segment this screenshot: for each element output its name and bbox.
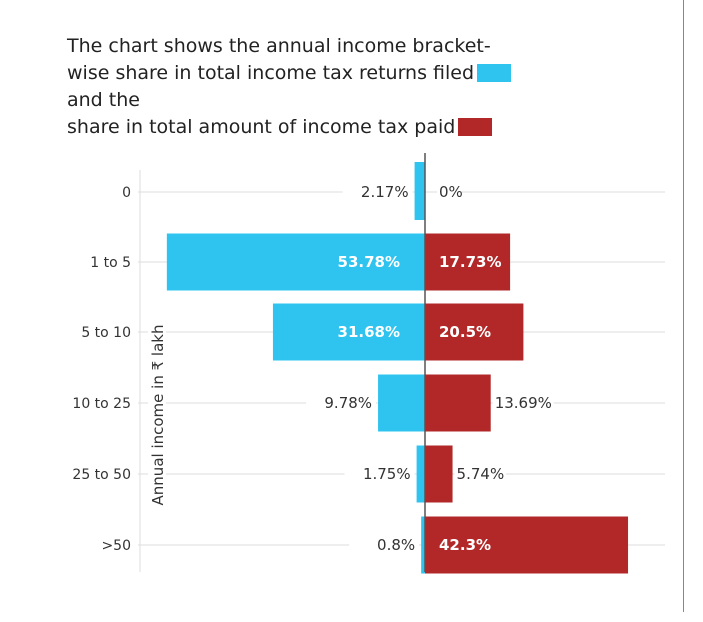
bar-tax-paid [425,445,453,503]
category-label: 1 to 5 [90,255,131,271]
title-line-1: The chart shows the annual income bracke… [67,35,491,57]
bar-returns [272,303,425,361]
bar-tax-paid [425,374,491,432]
legend-swatch-tax-paid [458,118,493,136]
label-bg [437,182,460,202]
category-label: 5 to 10 [81,325,131,341]
bar-tax-paid [425,303,524,361]
data-label-returns: 9.78% [324,394,372,412]
data-label-tax-paid: 20.5% [439,323,491,341]
frame-border [683,0,684,612]
label-bg [454,464,507,484]
data-label-returns: 2.17% [361,183,409,201]
data-label-tax-paid: 17.73% [439,253,501,271]
legend-swatch-returns [477,64,512,82]
data-label-tax-paid: 5.74% [457,465,505,483]
y-axis-title: Annual income in ₹ lakh [149,325,167,506]
bar-returns [378,374,425,432]
bar-tax-paid [425,233,511,291]
label-bg [306,393,377,413]
bar-returns [421,516,425,574]
title-line-2: wise share in total income tax returns f… [67,62,475,84]
data-label-returns: 31.68% [338,323,400,341]
chart-title: The chart shows the annual income bracke… [67,33,547,141]
data-label-returns: 0.8% [377,536,415,554]
data-label-tax-paid: 0% [439,183,463,201]
data-label-tax-paid: 42.3% [439,536,491,554]
label-bg [344,464,415,484]
category-label: >50 [101,538,131,554]
bar-returns [414,162,425,220]
label-bg [349,535,420,555]
bar-returns [416,445,425,503]
ylabel-bg [148,300,166,530]
title-line-2-end: and the [67,89,140,111]
title-line-3: share in total amount of income tax paid [67,116,456,138]
bar-returns [166,233,425,291]
label-bg [492,393,554,413]
category-label: 0 [122,185,131,201]
category-label: 25 to 50 [72,467,131,483]
label-bg [342,182,413,202]
data-label-tax-paid: 13.69% [495,394,552,412]
bar-tax-paid [425,516,629,574]
data-label-returns: 53.78% [338,253,400,271]
category-label: 10 to 25 [72,396,131,412]
data-label-returns: 1.75% [363,465,411,483]
